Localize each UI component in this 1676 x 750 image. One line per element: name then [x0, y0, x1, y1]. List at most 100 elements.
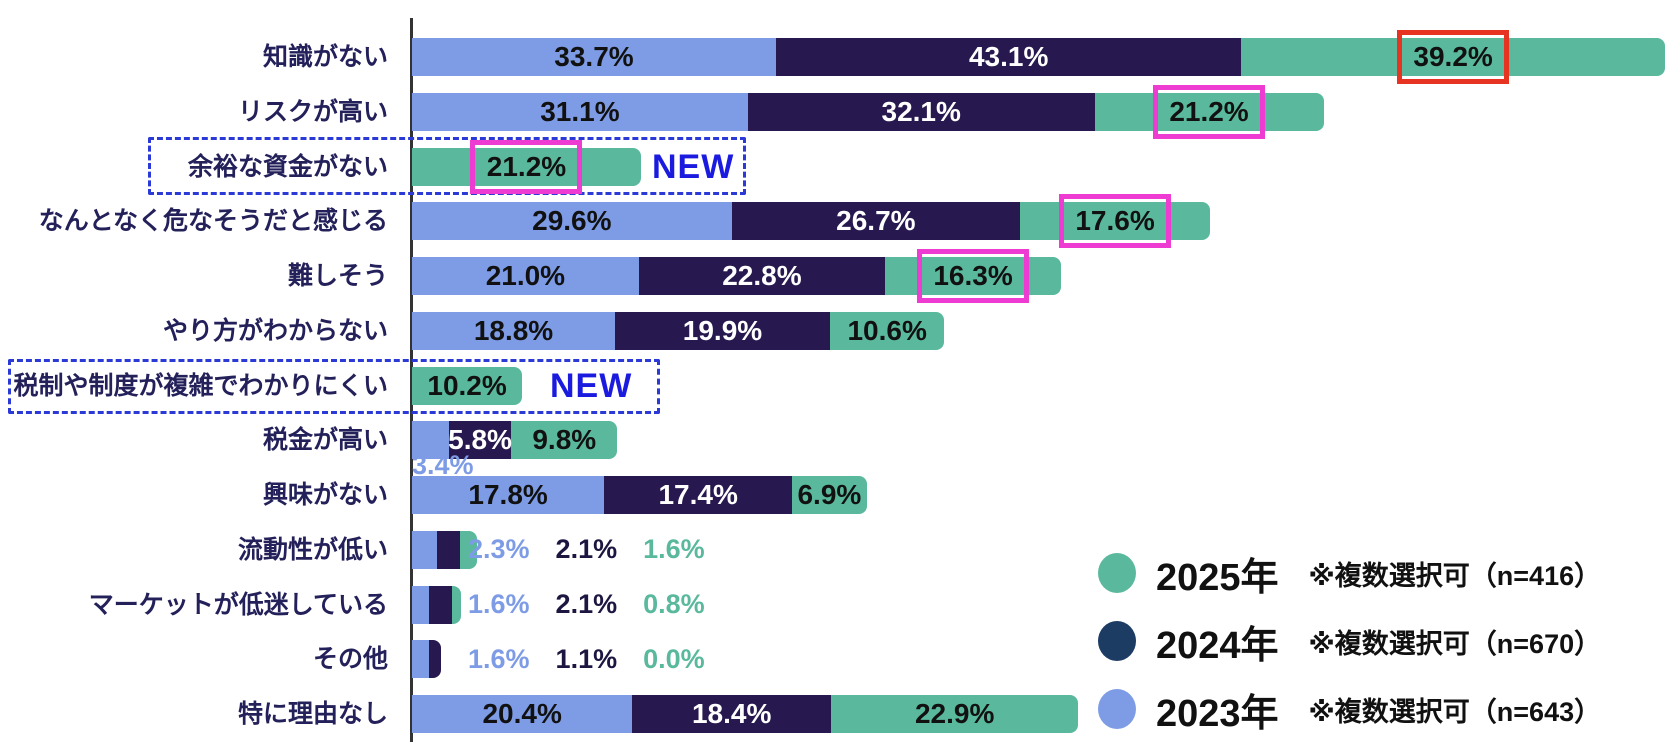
value-label: 17.6% — [1075, 205, 1155, 237]
category-label: その他 — [312, 645, 388, 674]
red-highlight-box — [1397, 30, 1510, 84]
value-label: 6.9% — [797, 479, 862, 510]
bar-segment-2024年: 19.9% — [615, 311, 830, 350]
magenta-highlight-box — [1153, 84, 1266, 139]
new-row-dashed-box — [8, 358, 660, 414]
value-label: 5.8% — [448, 424, 512, 456]
bar-row: 29.6% 26.7% 17.6% — [412, 202, 1211, 241]
bar-segment-2023年 — [412, 640, 430, 679]
bar-row: 20.4% 18.4% 22.9% — [412, 695, 1079, 733]
bar-segment-2025年: 21.2% — [412, 147, 641, 186]
bar-row — [412, 640, 442, 679]
bar-segment-2024年: 22.8% — [638, 257, 886, 295]
value-label: 21.2% — [486, 150, 567, 182]
bar-segment-2025年 — [459, 530, 477, 569]
magenta-highlight-box — [1059, 194, 1172, 249]
legend: 2025年 ※複数選択可（n=416） 2024年 ※複数選択可（n=670） 2023… — [1098, 552, 1602, 735]
category-label: リスクが高い — [237, 97, 388, 126]
bar-row: 17.8% 17.4% 6.9% — [412, 476, 867, 514]
legend-color-dot — [1098, 553, 1136, 593]
value-label: 33.7% — [554, 41, 634, 72]
bar-segment-2025年: 10.2% — [412, 366, 523, 405]
bar-segment-2024年: 43.1% — [775, 38, 1242, 76]
bar-segment-2023年: 20.4% — [412, 695, 633, 733]
value-label-2024年: 1.1% — [555, 643, 618, 674]
bar-row: 33.7% 43.1% 39.2% — [412, 38, 1665, 76]
bar-segment-2024年 — [436, 530, 460, 569]
bar-segment-2023年: 17.8% — [412, 476, 605, 514]
bar-segment-2024年: 18.4% — [632, 695, 832, 733]
new-row-dashed-box — [148, 136, 746, 195]
bar-row: 18.8% 19.9% 10.6% — [412, 311, 945, 350]
legend-item: 2024年 ※複数選択可（n=670） — [1098, 620, 1602, 667]
legend-color-dot — [1098, 689, 1136, 729]
bar-segment-2025年: 21.2% — [1094, 92, 1324, 131]
value-label: 29.6% — [532, 205, 612, 237]
category-label: 興味がない — [262, 481, 388, 509]
bar-segment-2025年: 10.6% — [829, 311, 945, 350]
bar-segment-2025年: 9.8% — [511, 421, 618, 460]
value-labels-outside: 1.6% 1.1% 0.0% — [468, 640, 705, 678]
bar-row: 31.1% 32.1% 21.2% — [412, 92, 1324, 131]
category-label: 知識がない — [262, 43, 388, 71]
bar-segment-2023年: 31.1% — [412, 92, 748, 131]
bar-segment-2025年 — [451, 585, 461, 624]
value-label: 18.8% — [473, 314, 554, 346]
bar-row: 10.2% — [412, 366, 523, 405]
value-label: 19.9% — [682, 314, 763, 346]
y-axis-line — [410, 18, 413, 742]
category-label: やり方がわからない — [162, 316, 388, 345]
category-label: 余裕な資金がない — [187, 152, 388, 181]
value-label: 17.4% — [658, 479, 738, 510]
category-label: 税制や制度が複雑でわかりにくい — [13, 371, 388, 400]
bar-segment-2024年: 26.7% — [731, 202, 1021, 241]
bar-segment-2023年: 21.0% — [412, 257, 639, 295]
value-label-2023年: 1.6% — [468, 643, 530, 674]
bar-row: 21.2% — [412, 147, 641, 186]
value-label: 21.0% — [485, 260, 566, 291]
magenta-highlight-box — [917, 249, 1030, 303]
bar-segment-2024年 — [429, 640, 442, 679]
value-label: 22.8% — [722, 260, 802, 291]
category-label: なんとなく危なそうだと感じる — [38, 207, 388, 236]
category-label: 難しそう — [287, 262, 388, 290]
new-badge: NEW — [652, 147, 735, 186]
bar-row — [412, 530, 477, 569]
category-label: マーケットが低迷している — [88, 590, 388, 619]
bar-segment-2025年: 17.6% — [1020, 202, 1211, 241]
legend-note: ※複数選択可（n=670） — [1308, 628, 1602, 659]
bar-segment-2025年: 16.3% — [885, 257, 1062, 295]
legend-year-label: 2025年 — [1156, 556, 1279, 599]
bar-segment-2024年: 5.8% — [448, 421, 512, 460]
value-label: 26.7% — [836, 205, 916, 237]
bar-segment-2024年: 17.4% — [604, 476, 793, 514]
value-labels-outside: 1.6% 2.1% 0.8% — [468, 586, 705, 624]
value-label: 20.4% — [482, 698, 562, 729]
new-badge: NEW — [550, 366, 633, 405]
bar-segment-2024年 — [429, 585, 452, 624]
value-label: 10.2% — [427, 369, 507, 401]
legend-color-dot — [1098, 621, 1136, 661]
value-label-2024年: 2.1% — [555, 534, 618, 565]
value-label: 21.2% — [1169, 95, 1249, 127]
value-labels-outside: 2.3% 2.1% 1.6% — [468, 531, 705, 569]
legend-item: 2023年 ※複数選択可（n=643） — [1098, 688, 1601, 735]
bar-segment-2023年 — [412, 585, 430, 624]
bar-segment-2025年: 22.9% — [831, 695, 1079, 733]
category-label: 特に理由なし — [237, 700, 388, 728]
bar-segment-2025年: 39.2% — [1241, 38, 1665, 76]
category-label: 税金が高い — [262, 426, 388, 455]
legend-item: 2025年 ※複数選択可（n=416） — [1098, 552, 1601, 599]
bar-row: 5.8% 9.8% — [412, 421, 618, 460]
value-label: 17.8% — [468, 479, 548, 510]
bar-segment-2023年: 29.6% — [412, 202, 732, 241]
value-label: 39.2% — [1413, 41, 1493, 72]
value-label: 22.9% — [914, 698, 995, 729]
value-label: 18.4% — [691, 698, 772, 729]
value-label-below-2023: 3.4% — [412, 450, 474, 481]
legend-year-label: 2024年 — [1156, 624, 1279, 667]
value-label: 31.1% — [540, 95, 620, 127]
bar-segment-2025年: 6.9% — [792, 476, 867, 514]
bar-segment-2024年: 32.1% — [747, 92, 1095, 131]
